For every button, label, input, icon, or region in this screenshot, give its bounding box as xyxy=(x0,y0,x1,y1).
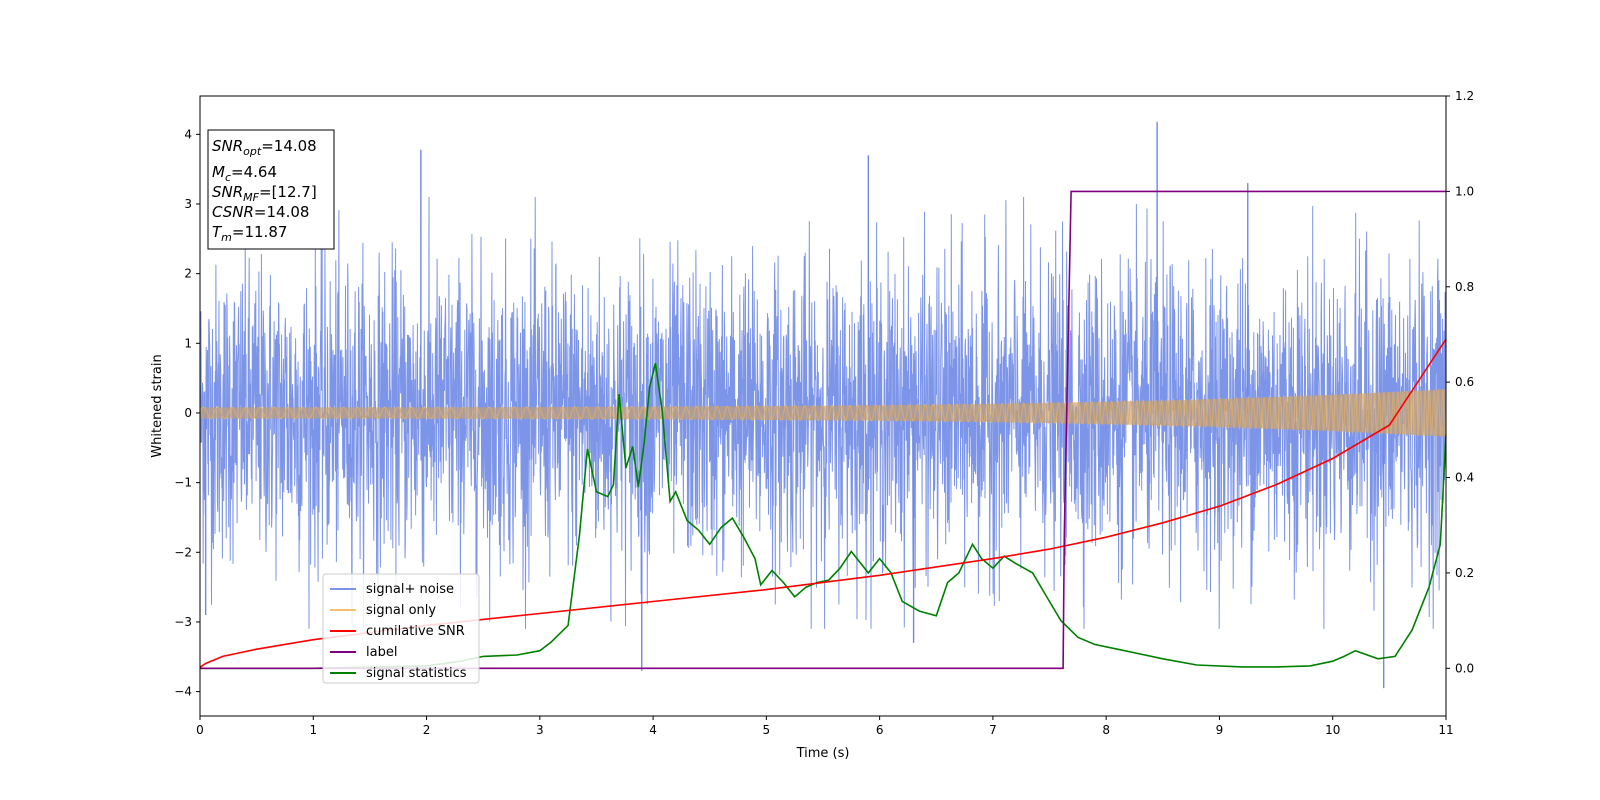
x-tick-label: 2 xyxy=(423,723,431,737)
y-left-tick-label: −1 xyxy=(174,476,192,490)
x-tick-label: 8 xyxy=(1102,723,1110,737)
y-left-tick-label: 0 xyxy=(184,406,192,420)
series-label-line xyxy=(200,190,1446,670)
y-axis-left: −4 −3 −2 −1 0 1 2 3 4 xyxy=(174,127,200,699)
legend: signal+ noise signal only cumilative SNR la… xyxy=(322,573,480,684)
metrics-annotation-frame xyxy=(207,129,335,250)
plot-frame xyxy=(199,95,1447,717)
y-right-tick-label: 0.0 xyxy=(1455,661,1474,675)
x-tick-label: 9 xyxy=(1216,723,1224,737)
y-left-tick-label: 2 xyxy=(184,267,192,281)
x-tick-label: 6 xyxy=(876,723,884,737)
metric-line: SNRopt=14.08 xyxy=(212,137,317,158)
metrics-annotation: SNRopt=14.08 Mc=4.64SNRMF=[12.7]CSNR=14.0… xyxy=(207,129,335,250)
x-tick-label: 0 xyxy=(196,723,204,737)
series-layer xyxy=(200,121,1446,689)
y-left-tick-label: 1 xyxy=(184,336,192,350)
y-left-tick-label: −3 xyxy=(174,615,192,629)
legend-label: signal+ noise xyxy=(366,582,454,597)
legend-label: label xyxy=(366,645,397,660)
x-tick-label: 1 xyxy=(309,723,317,737)
series-signal-statistics-line xyxy=(200,362,1446,670)
legend-label: signal only xyxy=(366,603,436,618)
x-tick-label: 4 xyxy=(649,723,657,737)
x-tick-label: 7 xyxy=(989,723,997,737)
legend-frame xyxy=(322,573,480,684)
y-right-tick-label: 1.0 xyxy=(1455,184,1474,198)
y-axis-label: Whitened strain xyxy=(150,354,165,457)
x-tick-label: 5 xyxy=(763,723,771,737)
metric-line: Tm=11.87 xyxy=(212,223,287,244)
y-right-tick-label: 1.2 xyxy=(1455,89,1474,103)
y-axis-right: 0.0 0.2 0.4 0.6 0.8 1.0 1.2 xyxy=(1446,89,1474,675)
metric-line: CSNR=14.08 xyxy=(212,203,309,221)
x-tick-label: 11 xyxy=(1438,723,1453,737)
metric-line: SNRMF=[12.7] xyxy=(212,183,317,204)
legend-label: signal statistics xyxy=(366,666,467,681)
y-right-tick-label: 0.6 xyxy=(1455,375,1474,389)
x-tick-label: 3 xyxy=(536,723,544,737)
x-axis-label: Time (s) xyxy=(796,746,850,761)
y-left-tick-label: 3 xyxy=(184,197,192,211)
y-right-tick-label: 0.2 xyxy=(1455,566,1474,580)
signal-only-envelope xyxy=(200,389,1446,437)
series-cumulative-snr-line xyxy=(200,338,1446,669)
y-left-tick-label: −2 xyxy=(174,545,192,559)
x-axis: 0 1 2 3 4 5 6 7 8 9 10 11 xyxy=(196,716,1454,737)
y-left-tick-label: −4 xyxy=(174,685,192,699)
y-right-tick-label: 0.4 xyxy=(1455,471,1474,485)
y-right-tick-label: 0.8 xyxy=(1455,280,1474,294)
metric-line: Mc=4.64 xyxy=(212,163,277,184)
x-tick-label: 10 xyxy=(1325,723,1340,737)
legend-label: cumilative SNR xyxy=(366,624,465,639)
y-left-tick-label: 4 xyxy=(184,127,192,141)
